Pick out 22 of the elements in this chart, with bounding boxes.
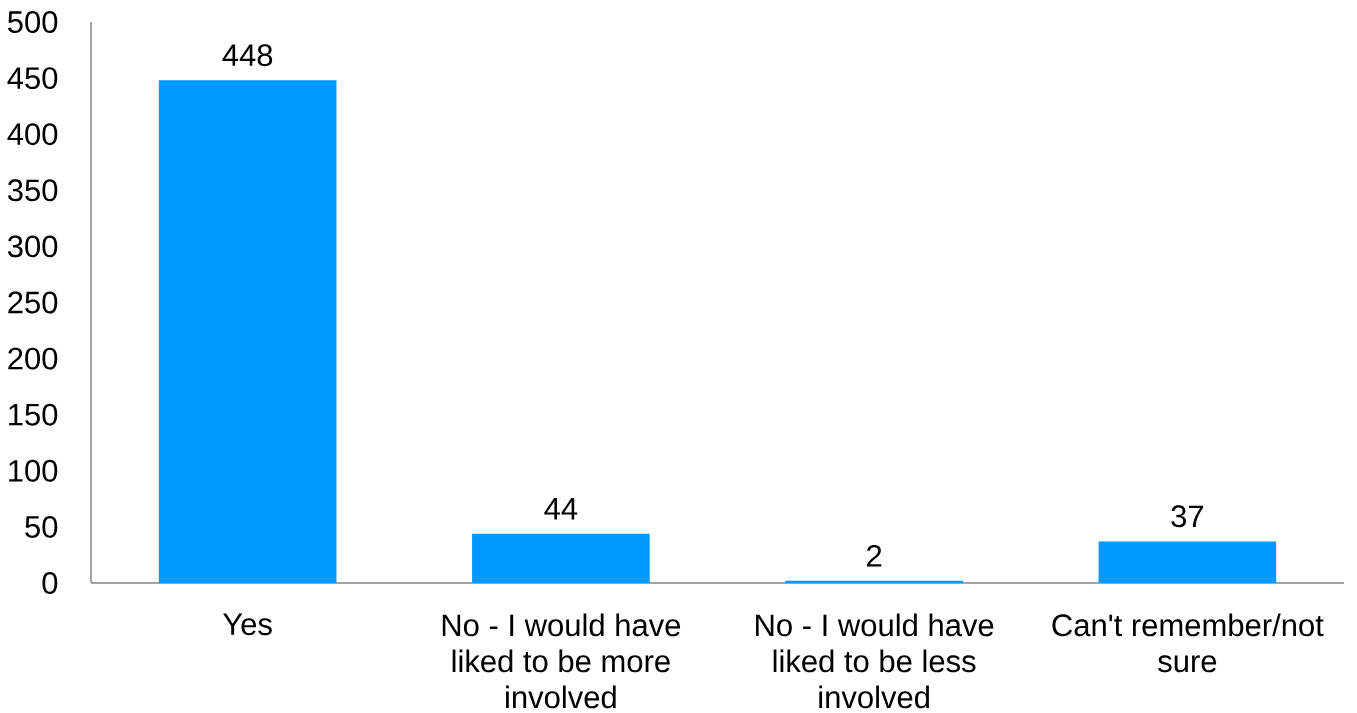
y-tick-label: 400: [7, 123, 58, 146]
data-label: 44: [544, 498, 578, 520]
y-tick-label: 0: [42, 572, 58, 594]
y-tick-label: 250: [8, 291, 58, 314]
data-label: 2: [867, 544, 882, 567]
y-tick-label: 50: [25, 515, 58, 538]
x-tick-label: Yes: [223, 613, 272, 636]
x-tick-label: No - I would have liked to be more involved: [442, 613, 681, 709]
y-tick-label: 100: [9, 459, 58, 482]
bar: [1098, 541, 1277, 583]
bar: [158, 80, 337, 583]
y-tick-label: 500: [7, 11, 58, 33]
y-tick-label: 150: [9, 403, 58, 426]
y-tick-label: 200: [8, 347, 58, 370]
x-tick-label: Can't remember/not sure: [1052, 613, 1324, 673]
x-tick-label: No - I would have liked to be less involved: [756, 613, 994, 709]
y-tick-label: 350: [7, 179, 58, 202]
y-tick-label: 300: [7, 235, 58, 258]
y-tick-label: 450: [7, 67, 58, 90]
data-label: 448: [222, 44, 273, 67]
bar: [472, 533, 650, 583]
data-label: 37: [1171, 505, 1204, 528]
